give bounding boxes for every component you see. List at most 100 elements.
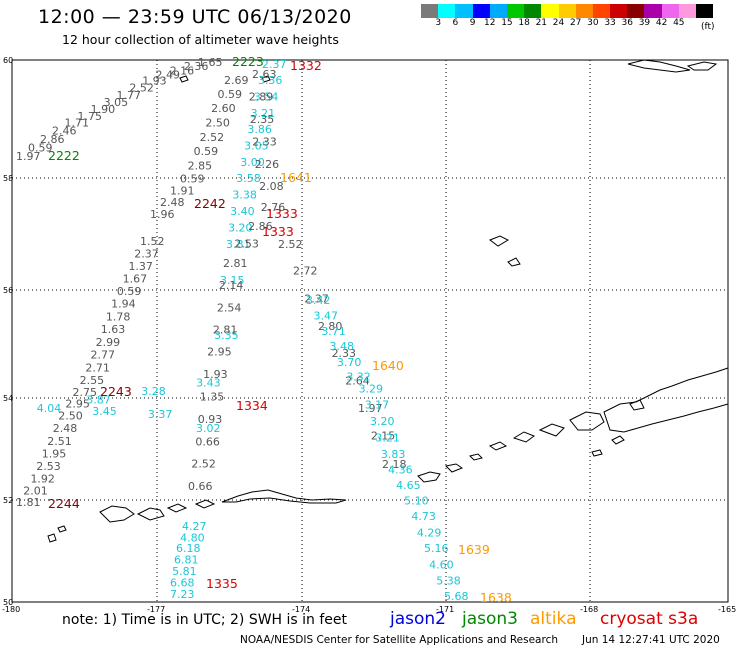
legend-swatch [558, 4, 576, 18]
wave-height-value: 2.52 [129, 82, 154, 95]
generated-timestamp: Jun 14 12:27:41 UTC 2020 [582, 634, 720, 646]
pass-time-label: 2244 [48, 496, 80, 511]
wave-height-value: 0.59 [28, 141, 52, 154]
wave-height-value: 3.40 [230, 205, 255, 218]
legend-swatch [696, 4, 714, 18]
land-outline [611, 435, 625, 445]
wave-height-value: 2.15 [371, 430, 396, 443]
legend-tick: 3 [435, 18, 442, 28]
land-outline [686, 61, 718, 71]
longitude-label: -177 [147, 605, 165, 614]
pass-time-label: 1332 [290, 58, 322, 73]
pass-time-label: 2242 [194, 196, 226, 211]
land-outline [99, 505, 135, 523]
pass-time-label: 1640 [372, 358, 404, 373]
land-outline [512, 431, 536, 443]
wave-height-value: 1.75 [78, 110, 103, 123]
latitude-label: 56 [3, 286, 13, 295]
land-outline [507, 257, 521, 267]
wave-height-value: 1.97 [16, 150, 41, 163]
wave-height-value: 1.78 [106, 310, 131, 323]
wave-height-value: 2.51 [47, 435, 71, 448]
wave-height-value: 1.67 [123, 273, 148, 286]
wave-height-value: 0.59 [194, 145, 219, 158]
latitude-label: 60 [3, 56, 13, 65]
wave-height-value: 3.02 [196, 422, 221, 435]
wave-height-value: 2.77 [91, 349, 116, 362]
wave-height-value: 2.52 [191, 458, 216, 471]
legend-swatch [644, 4, 662, 18]
legend-tick: 12 [484, 18, 496, 28]
wave-height-value: 2.55 [80, 374, 105, 387]
wave-height-value: 3.38 [232, 188, 257, 201]
land-outline [591, 449, 603, 457]
wave-height-value: 0.59 [180, 173, 205, 186]
wave-height-value: 2.64 [345, 374, 370, 387]
wave-height-value: 3.00 [240, 156, 265, 169]
wave-height-value: 3.48 [330, 340, 355, 353]
pass-time-label: 2222 [48, 148, 80, 163]
map-subtitle: 12 hour collection of altimeter wave hei… [62, 32, 339, 47]
wave-height-value: 2.76 [261, 201, 286, 214]
wave-height-value: 2.50 [58, 409, 83, 422]
wave-height-value: 5.68 [444, 590, 469, 603]
wave-height-value: 3.20 [370, 415, 395, 428]
legend-swatch [610, 4, 628, 18]
legend-color-bar [421, 4, 714, 18]
legend-tick: 21 [535, 18, 548, 28]
land-outline [47, 533, 57, 543]
wave-height-value: 3.29 [359, 383, 384, 396]
coastline [47, 59, 729, 543]
wave-height-value: 2.48 [160, 196, 185, 209]
wave-height-value: 2.71 [85, 362, 110, 375]
wave-height-value: 2.33 [332, 347, 357, 360]
axis-labels: 60 58 56 54 52 50-180 -177 -174 -171 -168 -165 [2, 56, 736, 614]
wave-height-value: 7.23 [170, 588, 195, 601]
wave-height-value: 2.80 [318, 320, 343, 333]
wave-height-value: 3.05 [244, 140, 269, 153]
wave-height-value: 2.14 [219, 279, 244, 292]
satellite-label-jason3: jason3 [462, 609, 518, 629]
wave-height-value: 0.93 [198, 413, 223, 426]
wave-height-value: 3.42 [306, 294, 331, 307]
wave-height-value: 2.50 [205, 116, 230, 129]
longitude-label: -174 [292, 605, 310, 614]
wave-height-value: 1.71 [65, 117, 90, 130]
latitude-label: 58 [3, 174, 13, 183]
wave-height-value: 3.15 [220, 274, 245, 287]
satellite-label-jason2: jason2 [390, 609, 446, 629]
land-outline [488, 235, 510, 247]
wave-height-value: 1.94 [111, 298, 136, 311]
wave-height-value: 2.37 [134, 248, 159, 261]
pass-time-label: 1638 [480, 590, 512, 605]
legend-swatch [678, 4, 696, 18]
land-outline [57, 525, 67, 533]
wave-height-value: 4.65 [396, 479, 421, 492]
wave-height-value: 2.48 [53, 422, 78, 435]
legend-tick: 39 [638, 18, 651, 28]
wave-height-value: 1.93 [142, 74, 167, 87]
wave-height-value: 2.37 [262, 58, 287, 71]
legend-swatch [489, 4, 507, 18]
wave-height-value: 1.81 [16, 496, 41, 509]
wave-height-value: 1.65 [198, 56, 223, 69]
wave-height-value: 5.38 [436, 575, 461, 588]
wave-height-value: 2.08 [259, 180, 284, 193]
wave-height-value: 1.97 [358, 402, 383, 415]
land-outline [166, 503, 188, 513]
wave-height-value: 2.26 [255, 158, 280, 171]
wave-height-tracks: 1.970.592.862.461.711.751.903.051.772.52… [16, 56, 469, 603]
land-outline [444, 463, 464, 473]
wave-height-value: 2.18 [382, 458, 407, 471]
wave-height-value: 2.81 [213, 324, 238, 337]
wave-height-value: 3.20 [228, 221, 253, 234]
legend-swatch [506, 4, 525, 18]
legend-swatch [592, 4, 611, 18]
wave-height-value: 2.52 [200, 131, 225, 144]
satellite-label-cryosat-s3a: cryosat s3a [600, 609, 699, 629]
land-outline [603, 367, 729, 433]
pass-time-label: 1335 [206, 576, 238, 591]
wave-height-value: 2.63 [252, 68, 277, 81]
wave-height-value: 2.46 [52, 124, 76, 137]
wave-height-value: 1.95 [42, 447, 67, 460]
